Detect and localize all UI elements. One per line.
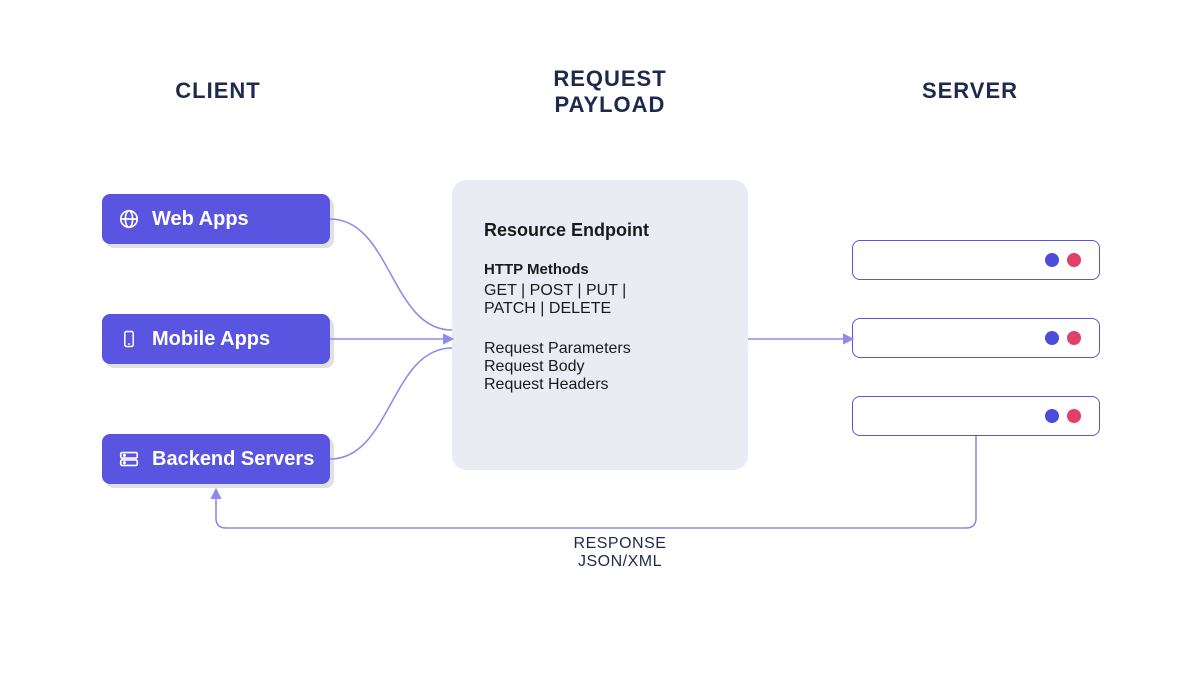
- client-section-title: CLIENT: [118, 78, 318, 104]
- client-mobile-apps: Mobile Apps: [102, 314, 330, 364]
- server-icon: [118, 448, 140, 470]
- http-methods-label: HTTP Methods: [484, 261, 716, 278]
- server-dot-blue: [1045, 409, 1059, 423]
- request-payload-panel: Resource Endpoint HTTP Methods GET | POS…: [452, 180, 748, 470]
- client-backend-servers-label: Backend Servers: [152, 448, 314, 471]
- client-backend-servers: Backend Servers: [102, 434, 330, 484]
- server-dot-red: [1067, 409, 1081, 423]
- server-node-1: [852, 240, 1100, 280]
- server-node-2: [852, 318, 1100, 358]
- server-node-3: [852, 396, 1100, 436]
- payload-heading: Resource Endpoint: [484, 220, 716, 241]
- server-dot-red: [1067, 253, 1081, 267]
- payload-section-title: REQUEST PAYLOAD: [500, 66, 720, 118]
- client-web-apps: Web Apps: [102, 194, 330, 244]
- server-section-title: SERVER: [870, 78, 1070, 104]
- payload-title-line2: PAYLOAD: [555, 92, 666, 117]
- globe-icon: [118, 208, 140, 230]
- http-methods-line2: PATCH | DELETE: [484, 300, 716, 318]
- client-web-apps-label: Web Apps: [152, 208, 249, 231]
- client-mobile-apps-label: Mobile Apps: [152, 328, 270, 351]
- response-line2: JSON/XML: [540, 553, 700, 571]
- mobile-icon: [118, 328, 140, 350]
- request-headers: Request Headers: [484, 376, 716, 394]
- server-dot-blue: [1045, 253, 1059, 267]
- response-label: RESPONSE JSON/XML: [540, 535, 700, 571]
- server-dot-blue: [1045, 331, 1059, 345]
- server-dot-red: [1067, 331, 1081, 345]
- http-methods-line1: GET | POST | PUT |: [484, 282, 716, 300]
- response-line1: RESPONSE: [540, 535, 700, 553]
- payload-title-line1: REQUEST: [553, 66, 666, 91]
- request-parameters: Request Parameters: [484, 340, 716, 358]
- request-body: Request Body: [484, 358, 716, 376]
